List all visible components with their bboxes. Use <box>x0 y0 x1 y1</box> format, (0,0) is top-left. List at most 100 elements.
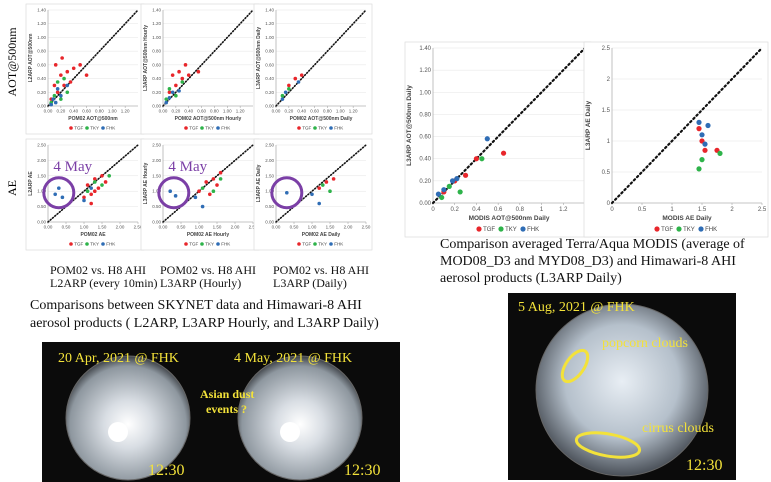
y-tick-label: 0.5 <box>602 170 611 176</box>
x-axis-label: POM02 AOT@500nm Daily <box>290 116 353 122</box>
y-tick-label: 2.50 <box>152 143 161 148</box>
legend-label: FHK <box>106 126 115 131</box>
y-tick-label: 2.5 <box>602 46 611 52</box>
data-point <box>281 94 285 98</box>
legend-swatch <box>329 242 333 246</box>
data-point <box>82 199 86 203</box>
data-point <box>215 183 219 187</box>
data-point <box>194 196 198 200</box>
data-point <box>177 89 181 93</box>
data-point <box>284 90 288 94</box>
chart-caption: POM02 vs. H8 AHI <box>160 263 256 277</box>
y-tick-label: 1.20 <box>152 21 161 26</box>
photo-note: events ? <box>206 402 247 416</box>
legend-swatch <box>101 126 105 130</box>
data-point <box>59 73 63 77</box>
chart-caption: POM02 vs. H8 AHI <box>50 263 146 277</box>
y-tick-label: 0.80 <box>419 112 431 118</box>
data-point <box>300 73 304 77</box>
y-tick-label: 1.40 <box>152 8 161 13</box>
data-point <box>65 70 69 74</box>
y-tick-label: 2.50 <box>37 143 46 148</box>
x-tick-label: 0.20 <box>171 109 180 114</box>
data-point <box>187 73 191 77</box>
data-point <box>174 84 178 88</box>
x-axis-label: POM02 AE Daily <box>302 232 341 238</box>
data-point <box>321 183 325 187</box>
summary: aerosol products ( L2ARP, L3ARP Hourly, … <box>30 316 379 331</box>
data-point <box>293 77 297 81</box>
legend-swatch <box>184 126 188 130</box>
y-tick-label: 0.40 <box>419 157 431 163</box>
data-point <box>485 136 490 141</box>
x-axis-label: POM02 AE Hourly <box>187 232 230 238</box>
data-point <box>82 196 86 200</box>
data-point <box>696 120 701 125</box>
summary: MOD08_D3 and MYD08_D3) and Himawari-8 AH… <box>440 254 736 269</box>
legend-label: TGF <box>302 126 311 131</box>
y-tick-label: 0.50 <box>265 204 274 209</box>
data-point <box>219 171 223 175</box>
data-point <box>177 70 181 74</box>
x-tick-label: 2.5 <box>758 207 767 213</box>
data-point <box>171 73 175 77</box>
data-point <box>89 202 93 206</box>
legend-label: TKY <box>90 126 99 131</box>
data-point <box>287 87 291 91</box>
y-tick-label: 0.40 <box>152 76 161 81</box>
data-point <box>180 77 184 81</box>
photo-date: 4 May, 2021 @ FHK <box>234 351 352 366</box>
data-point <box>89 192 93 196</box>
x-tick-label: 0.00 <box>272 109 281 114</box>
row-label: AE <box>5 180 19 196</box>
y-tick-label: 1.00 <box>419 90 431 96</box>
legend-label: TGF <box>74 242 83 247</box>
legend-label: TGF <box>483 227 495 233</box>
legend-label: TKY <box>318 126 327 131</box>
x-tick-label: 1.00 <box>80 225 89 230</box>
y-axis-label: L3ARP AE Daily <box>585 101 592 151</box>
x-tick-label: 0.00 <box>272 225 281 230</box>
data-point <box>59 94 63 98</box>
data-point <box>53 84 57 88</box>
y-tick-label: 1.20 <box>37 21 46 26</box>
data-point <box>317 202 321 206</box>
legend-label: FHK <box>527 227 539 233</box>
data-point <box>702 142 707 147</box>
legend-swatch <box>200 242 204 246</box>
x-tick-label: 0.50 <box>290 225 299 230</box>
y-tick-label: 0.60 <box>419 135 431 141</box>
y-tick-label: 1.20 <box>265 21 274 26</box>
legend-label: TKY <box>505 227 517 233</box>
sky-image <box>536 304 708 476</box>
legend-swatch <box>313 242 317 246</box>
y-tick-label: 0.40 <box>37 76 46 81</box>
legend-swatch <box>69 242 73 246</box>
x-tick-label: 0.80 <box>210 109 219 114</box>
y-tick-label: 0.80 <box>37 49 46 54</box>
legend-label: TKY <box>683 227 695 233</box>
data-point <box>447 184 452 189</box>
legend-label: TKY <box>205 126 214 131</box>
data-point <box>219 177 223 181</box>
data-point <box>65 84 69 88</box>
legend-swatch <box>520 226 525 231</box>
photo-date: 20 Apr, 2021 @ FHK <box>58 351 179 366</box>
data-point <box>699 157 704 162</box>
y-tick-label: 1.5 <box>602 108 611 114</box>
data-point <box>93 177 97 181</box>
sun <box>108 422 128 442</box>
data-point <box>97 186 101 190</box>
x-tick-label: 0.80 <box>323 109 332 114</box>
y-tick-label: 0.00 <box>419 201 431 207</box>
x-tick-label: 0.20 <box>56 109 65 114</box>
y-tick-label: 1.00 <box>265 35 274 40</box>
chart-caption: L3ARP (Daily) <box>273 276 347 290</box>
x-tick-label: 1.00 <box>336 109 345 114</box>
summary: Comparisons between SKYNET data and Hima… <box>30 298 362 313</box>
legend-label: TKY <box>90 242 99 247</box>
y-tick-label: 0.40 <box>265 76 274 81</box>
page: AOT@500nm AE POM02 vs. H8 AHI L2ARP (eve… <box>0 0 771 482</box>
data-point <box>51 97 55 101</box>
data-point <box>204 180 208 184</box>
